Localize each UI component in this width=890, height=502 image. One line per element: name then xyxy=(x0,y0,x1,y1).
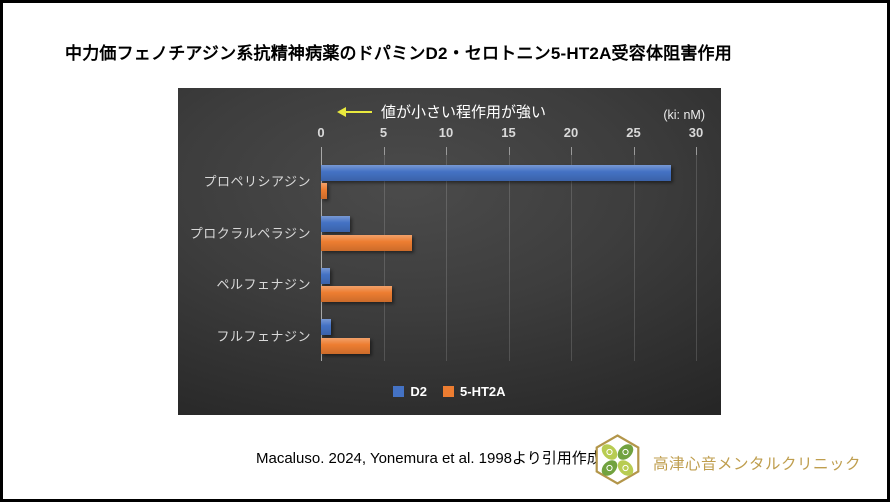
category-label: フルフェナジン xyxy=(216,328,311,344)
axis-tick-mark xyxy=(571,147,572,155)
bar-5-ht2a xyxy=(321,337,370,354)
y-axis-line xyxy=(321,147,322,361)
legend-swatch xyxy=(443,386,455,397)
category-label: プロクラルペラジン xyxy=(189,225,311,241)
legend-label: D2 xyxy=(410,384,428,399)
bar-d2 xyxy=(321,267,330,284)
citation-text: Macaluso. 2024, Yonemura et al. 1998より引用… xyxy=(256,450,602,467)
legend-item-5-ht2a: 5-HT2A xyxy=(443,384,506,399)
axis-tick-mark xyxy=(633,147,635,155)
gridline xyxy=(571,155,572,361)
legend: D2 5-HT2A xyxy=(178,384,721,399)
axis-tick-mark xyxy=(446,147,447,155)
chart-panel: 値が小さい程作用が強い (ki: nM) 0 5 10 15 20 25 30 プロペリシア… xyxy=(178,88,721,415)
left-arrow-icon xyxy=(337,106,372,117)
x-tick-label: 20 xyxy=(563,125,579,140)
bar-d2 xyxy=(321,319,331,336)
x-axis: 0 5 10 15 20 25 30 xyxy=(317,125,703,143)
page-title: 中力価フェノチアジン系抗精神病薬のドパミンD2・セロトニン5-HT2A受容体阻害… xyxy=(65,44,732,63)
axis-tick-mark xyxy=(508,147,510,155)
bar-group xyxy=(321,207,696,259)
bar-group xyxy=(321,258,696,310)
legend-label: 5-HT2A xyxy=(460,384,506,399)
plot-area xyxy=(321,147,697,362)
legend-item-d2: D2 xyxy=(393,384,427,399)
x-tick-label: 0 xyxy=(317,125,325,140)
x-tick-label: 30 xyxy=(688,125,704,140)
category-label: プロペリシアジン xyxy=(203,174,311,190)
x-tick-label: 10 xyxy=(438,125,454,140)
bar-5-ht2a xyxy=(321,183,328,200)
bar-d2 xyxy=(321,216,350,233)
gridline xyxy=(508,155,510,361)
x-tick-label: 5 xyxy=(379,125,388,140)
clinic-logo-icon xyxy=(595,434,640,485)
category-label: ペルフェナジン xyxy=(216,277,311,293)
gridline xyxy=(696,155,697,361)
axis-tick-mark xyxy=(383,147,385,155)
gridline xyxy=(446,155,447,361)
bar-group xyxy=(321,310,696,362)
clinic-name: 高津心音メンタルクリニック xyxy=(653,456,862,473)
x-tick-label: 25 xyxy=(626,125,641,140)
x-tick-label: 15 xyxy=(501,125,516,140)
gridline xyxy=(633,155,635,361)
legend-swatch xyxy=(393,386,405,397)
bar-d2 xyxy=(321,164,671,181)
bar-5-ht2a xyxy=(321,234,413,251)
axis-tick-mark xyxy=(696,147,697,155)
bar-group xyxy=(321,155,696,207)
bar-5-ht2a xyxy=(321,286,393,303)
axis-unit-label: (ki: nM) xyxy=(663,108,705,122)
annotation-text: 値が小さい程作用が強い xyxy=(381,104,547,121)
chart-annotation: 値が小さい程作用が強い xyxy=(337,101,547,122)
gridline xyxy=(383,155,385,361)
